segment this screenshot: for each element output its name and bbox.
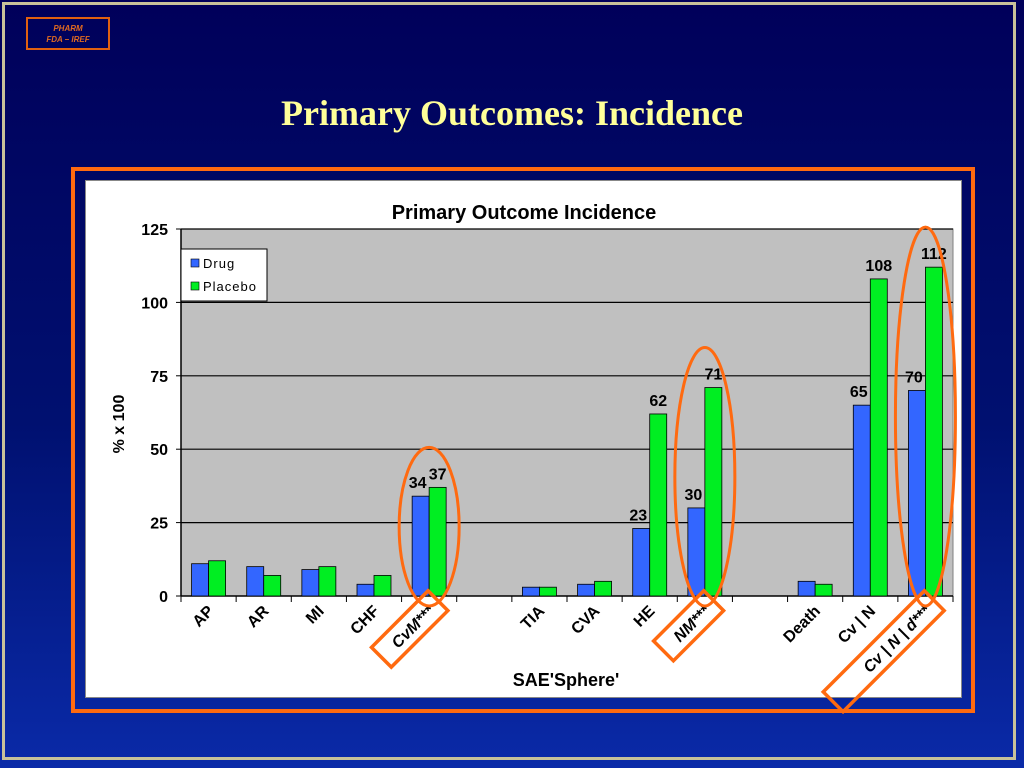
bar-placebo <box>428 486 447 597</box>
bar-drug <box>522 586 540 597</box>
data-label: 65 <box>850 384 868 401</box>
highlight-ellipse <box>397 445 461 608</box>
x-category-label: AR <box>244 602 273 631</box>
legend-label: Placebo <box>203 279 257 294</box>
bar-placebo <box>594 580 612 597</box>
bar-placebo <box>925 266 943 597</box>
y-tick-label: 50 <box>150 442 168 459</box>
y-tick-label: 125 <box>141 222 168 239</box>
y-tick-label: 0 <box>159 589 168 606</box>
bar-drug <box>852 404 871 597</box>
bar-drug <box>687 507 706 597</box>
legend-box <box>180 248 268 302</box>
data-label: 23 <box>629 507 647 524</box>
bar-drug <box>301 569 320 597</box>
plot-area <box>180 228 954 597</box>
data-label: 34 <box>409 475 427 492</box>
highlight-ellipse <box>893 225 957 608</box>
data-label: 108 <box>865 258 892 275</box>
x-category-label: AP <box>190 603 218 631</box>
x-category-label: TIA <box>518 602 549 633</box>
badge-line-1: PHARM <box>53 24 83 33</box>
badge-line-2: FDA – IREF <box>46 35 90 44</box>
bar-drug <box>632 528 651 597</box>
x-axis-title: SAE'Sphere' <box>513 670 620 690</box>
bar-drug <box>246 566 265 597</box>
x-category-label: CVA <box>568 602 603 637</box>
chart-title: Primary Outcome Incidence <box>392 202 657 224</box>
bar-drug <box>908 390 926 597</box>
bar-drug <box>411 495 430 597</box>
bar-drug <box>797 580 816 597</box>
y-axis-title: % x 100 <box>111 395 128 454</box>
pharm-badge: PHARM FDA – IREF <box>26 17 110 50</box>
x-category-label: NM*** <box>671 602 714 645</box>
chart-highlight-frame <box>71 167 975 713</box>
y-tick-label: 100 <box>141 295 168 312</box>
data-label: 70 <box>905 369 923 386</box>
x-category-label: Death <box>781 603 824 646</box>
data-label: 62 <box>649 393 667 410</box>
bar-drug <box>356 583 375 597</box>
y-tick-label: 75 <box>150 369 168 386</box>
legend-label: Drug <box>203 256 235 271</box>
bar-placebo <box>263 575 282 597</box>
bar-placebo <box>208 560 226 597</box>
legend-swatch <box>190 258 200 268</box>
bar-placebo <box>814 583 833 597</box>
x-category-label: MI <box>303 603 328 628</box>
bar-placebo <box>318 566 337 597</box>
bar-drug <box>191 563 209 597</box>
highlight-label-box <box>369 588 451 670</box>
bar-placebo <box>649 413 668 597</box>
bar-placebo <box>373 575 392 597</box>
highlight-ellipse <box>673 346 737 608</box>
slide-title: Primary Outcomes: Incidence <box>281 93 743 133</box>
bar-placebo <box>539 586 557 597</box>
legend-swatch <box>190 281 200 291</box>
data-label: 30 <box>684 487 702 504</box>
x-category-label: CHF <box>348 603 383 638</box>
bar-placebo <box>869 278 888 597</box>
data-label: 71 <box>704 367 722 384</box>
x-category-label: HE <box>631 603 659 631</box>
bar-drug <box>577 583 595 597</box>
data-label: 37 <box>429 466 447 483</box>
y-tick-label: 25 <box>150 516 168 533</box>
bar-placebo <box>704 387 723 597</box>
slide-border <box>2 2 1016 760</box>
